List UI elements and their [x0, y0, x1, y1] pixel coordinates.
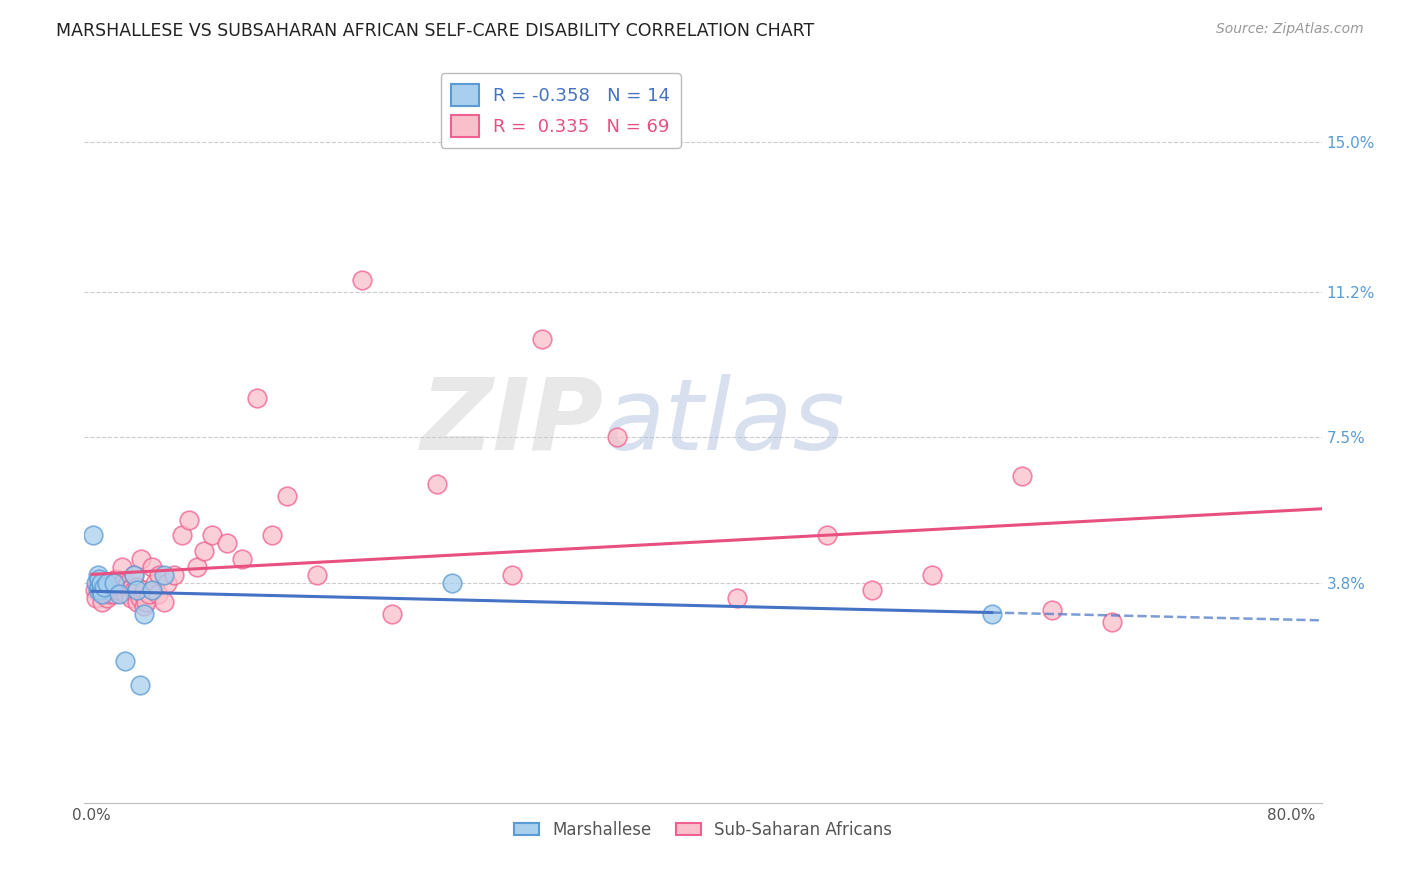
- Point: [128, 678, 150, 692]
- Point: [122, 567, 145, 582]
- Point: [125, 580, 148, 594]
- Point: [89, 583, 111, 598]
- Point: [141, 559, 163, 574]
- Text: atlas: atlas: [605, 374, 845, 471]
- Point: [105, 583, 128, 598]
- Point: [87, 583, 110, 598]
- Point: [114, 580, 136, 594]
- Point: [860, 583, 883, 598]
- Point: [118, 583, 141, 598]
- Point: [260, 528, 283, 542]
- Point: [305, 567, 328, 582]
- Point: [83, 583, 105, 598]
- Point: [121, 580, 143, 594]
- Point: [82, 528, 104, 542]
- Point: [153, 567, 176, 582]
- Point: [725, 591, 748, 606]
- Point: [426, 477, 449, 491]
- Point: [101, 580, 124, 594]
- Point: [153, 595, 176, 609]
- Point: [104, 580, 127, 594]
- Point: [276, 489, 298, 503]
- Point: [193, 544, 215, 558]
- Point: [215, 536, 238, 550]
- Point: [980, 607, 1002, 621]
- Point: [921, 567, 943, 582]
- Point: [94, 587, 117, 601]
- Point: [125, 583, 148, 598]
- Point: [440, 575, 463, 590]
- Point: [112, 575, 135, 590]
- Point: [108, 587, 131, 601]
- Point: [381, 607, 404, 621]
- Point: [90, 575, 112, 590]
- Point: [1011, 469, 1033, 483]
- Point: [117, 575, 139, 590]
- Point: [97, 580, 120, 594]
- Point: [125, 595, 148, 609]
- Point: [141, 583, 163, 598]
- Point: [110, 580, 132, 594]
- Point: [146, 587, 169, 601]
- Point: [815, 528, 838, 542]
- Point: [120, 591, 142, 606]
- Point: [143, 575, 166, 590]
- Point: [179, 513, 201, 527]
- Point: [100, 583, 122, 598]
- Point: [93, 575, 115, 590]
- Point: [86, 575, 108, 590]
- Point: [132, 587, 155, 601]
- Point: [530, 332, 553, 346]
- Point: [86, 591, 108, 606]
- Point: [122, 567, 145, 582]
- Point: [104, 572, 127, 586]
- Point: [170, 528, 193, 542]
- Point: [96, 591, 118, 606]
- Point: [501, 567, 523, 582]
- Text: MARSHALLESE VS SUBSAHARAN AFRICAN SELF-CARE DISABILITY CORRELATION CHART: MARSHALLESE VS SUBSAHARAN AFRICAN SELF-C…: [56, 22, 814, 40]
- Point: [93, 580, 115, 594]
- Point: [128, 591, 150, 606]
- Point: [134, 607, 156, 621]
- Point: [103, 587, 125, 601]
- Point: [138, 587, 160, 601]
- Point: [103, 575, 125, 590]
- Point: [96, 575, 118, 590]
- Point: [87, 575, 110, 590]
- Point: [91, 595, 114, 609]
- Legend: Marshallese, Sub-Saharan Africans: Marshallese, Sub-Saharan Africans: [508, 814, 898, 846]
- Point: [108, 583, 131, 598]
- Point: [163, 567, 186, 582]
- Point: [231, 552, 253, 566]
- Point: [134, 583, 156, 598]
- Text: Source: ZipAtlas.com: Source: ZipAtlas.com: [1216, 22, 1364, 37]
- Point: [98, 587, 121, 601]
- Point: [1101, 615, 1123, 629]
- Point: [135, 595, 157, 609]
- Point: [606, 430, 628, 444]
- Point: [131, 552, 153, 566]
- Point: [90, 575, 112, 590]
- Point: [115, 587, 138, 601]
- Point: [90, 583, 112, 598]
- Point: [201, 528, 224, 542]
- Text: ZIP: ZIP: [420, 374, 605, 471]
- Point: [91, 587, 114, 601]
- Point: [186, 559, 208, 574]
- Point: [134, 599, 156, 614]
- Point: [148, 567, 170, 582]
- Point: [156, 575, 179, 590]
- Point: [89, 580, 111, 594]
- Point: [89, 572, 111, 586]
- Point: [1040, 603, 1063, 617]
- Point: [114, 654, 136, 668]
- Point: [87, 567, 110, 582]
- Point: [350, 273, 373, 287]
- Point: [246, 391, 269, 405]
- Point: [111, 559, 134, 574]
- Point: [122, 583, 145, 598]
